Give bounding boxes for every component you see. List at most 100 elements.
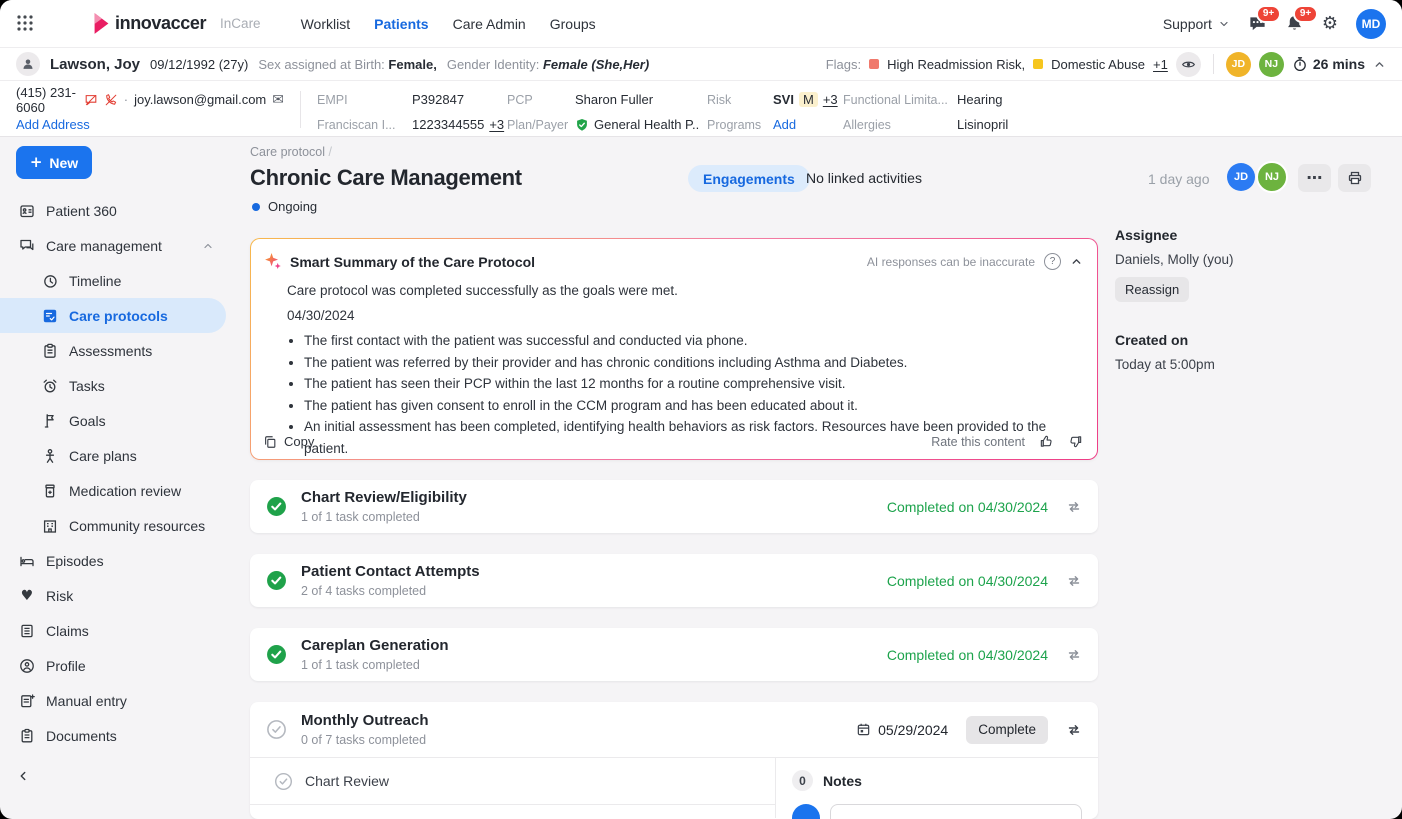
phone-number: (415) 231-6060 [16,84,76,115]
sidebar-item-timeline[interactable]: Timeline [0,263,240,298]
step-card-contact-attempts[interactable]: Patient Contact Attempts 2 of 4 tasks co… [250,554,1098,607]
sidebar-item-manual-entry[interactable]: Manual entry [0,683,240,718]
step-title: Patient Contact Attempts [301,563,480,580]
divider [1212,54,1214,74]
sidebar-item-community-resources[interactable]: Community resources [0,508,240,543]
innovaccer-logo[interactable]: innovaccer [92,12,206,35]
nav-care-admin[interactable]: Care Admin [452,15,526,32]
eye-icon[interactable] [1175,51,1201,77]
sidebar-label: Tasks [69,377,105,394]
step-subtitle: 1 of 1 task completed [301,658,420,672]
heart-icon: ♥ [20,587,34,604]
collapse-summary-chevron-icon[interactable] [1070,255,1083,268]
separator-dot: · [123,92,129,107]
summary-intro: Care protocol was completed successfully… [287,283,678,298]
summary-date: 04/30/2024 [287,308,355,323]
sidebar-item-goals[interactable]: Goals [0,403,240,438]
programs-add-link[interactable]: Add [773,117,797,132]
patient-dob: 09/12/1992 (27y) [150,56,249,72]
functional-label: Functional Limita... [843,92,948,107]
step-card-chart-review[interactable]: Chart Review/Eligibility 1 of 1 task com… [250,480,1098,533]
sidebar-item-profile[interactable]: Profile [0,648,240,683]
breadcrumb[interactable]: Care protocol / [250,145,333,159]
support-menu[interactable]: Support [1163,16,1230,32]
id-card-icon [19,203,35,219]
patient-sex: Sex assigned at Birth: Female, [258,56,437,72]
tab-no-linked-activities[interactable]: No linked activities [806,170,922,186]
patient-banner: Lawson, Joy 09/12/1992 (27y) Sex assigne… [0,48,1402,81]
reassign-button[interactable]: Reassign [1115,277,1190,302]
repeat-icon[interactable] [1066,499,1082,515]
risk-group: Risk Programs SVI M +3 Add [707,89,843,136]
nav-patients[interactable]: Patients [374,15,429,32]
sidebar-item-documents[interactable]: Documents [0,718,240,753]
patient-name: Lawson, Joy [50,55,141,73]
sidebar-item-episodes[interactable]: Episodes [0,543,240,578]
note-input[interactable] [830,804,1082,819]
due-date: 05/29/2024 [856,722,948,738]
repeat-icon[interactable] [1066,722,1082,738]
sidebar-item-patient-360[interactable]: Patient 360 [0,193,240,228]
messages-button[interactable]: 9+ [1248,5,1282,33]
org-more-link[interactable]: +3 [489,117,505,132]
sidebar-label: Episodes [46,552,104,569]
summary-bullet: An initial assessment has been completed… [304,416,1077,459]
care-team-avatar-jd[interactable]: JD [1225,51,1251,77]
thumbs-up-icon[interactable] [1039,434,1054,449]
copy-button[interactable]: Copy [263,434,314,449]
sidebar-item-care-management[interactable]: Care management [0,228,240,263]
sidebar-label: Documents [46,727,117,744]
subtask-chart-review[interactable]: Chart Review [250,758,775,805]
apps-grid-icon[interactable] [16,14,36,34]
flags-more-link[interactable]: +1 [1153,56,1168,72]
sidebar-item-tasks[interactable]: Tasks [0,368,240,403]
status-label: Ongoing [268,199,318,214]
thumbs-down-icon[interactable] [1068,434,1083,449]
repeat-icon[interactable] [1066,647,1082,663]
sidebar-item-medication-review[interactable]: Medication review [0,473,240,508]
sidebar-label: Community resources [69,517,206,534]
avatar-nj[interactable]: NJ [1256,161,1288,193]
nav-worklist[interactable]: Worklist [300,15,351,32]
banner-collapse-chevron-icon[interactable] [1373,58,1386,71]
step-card-careplan-generation[interactable]: Careplan Generation 1 of 1 task complete… [250,628,1098,681]
check-circle-outline-icon[interactable] [266,719,287,740]
assignee-label: Assignee [1115,227,1178,243]
user-avatar[interactable]: MD [1356,8,1386,39]
print-button[interactable] [1338,164,1371,192]
settings-gear-icon[interactable]: ⚙ [1321,12,1338,34]
sidebar-item-claims[interactable]: Claims [0,613,240,648]
sidebar-label: Patient 360 [46,202,117,219]
step-card-monthly-outreach[interactable]: Monthly Outreach 0 of 7 tasks completed … [250,702,1098,819]
svi-more-link[interactable]: +3 [822,92,838,107]
more-options-button[interactable]: ⋯ [1298,164,1331,192]
smart-summary-card: Smart Summary of the Care Protocol AI re… [250,238,1098,460]
care-team-avatar-nj[interactable]: NJ [1258,51,1284,77]
help-question-icon[interactable]: ? [1044,253,1061,270]
calendar-icon [856,722,871,737]
check-circle-outline-icon[interactable] [274,772,293,791]
empi-value: P392847 [412,92,465,107]
complete-button[interactable]: Complete [966,715,1048,744]
plan-shield-check-icon [575,118,589,132]
avatar-jd[interactable]: JD [1227,163,1255,191]
sidebar-label: Timeline [69,272,122,289]
sidebar-item-care-protocols[interactable]: Care protocols [0,298,226,333]
sidebar-item-risk[interactable]: ♥ Risk [0,578,240,613]
svi-label: SVI [773,92,794,107]
tab-engagements[interactable]: Engagements [688,165,810,192]
sidebar-collapse-chevron-icon[interactable] [16,769,30,783]
nav-groups[interactable]: Groups [549,15,596,32]
step-status: Completed on 04/30/2024 [886,572,1048,589]
new-button[interactable]: + New [16,146,92,179]
step-subtitle: 1 of 1 task completed [301,510,420,524]
add-address-link[interactable]: Add Address [16,117,90,132]
sidebar-item-assessments[interactable]: Assessments [0,333,240,368]
sidebar-item-care-plans[interactable]: Care plans [0,438,240,473]
clipboard-icon [42,343,58,359]
sidebar-label: Assessments [69,342,153,359]
notifications-button[interactable]: 9+ [1285,5,1319,33]
main-area: Care protocol / Chronic Care Management … [240,137,1402,819]
repeat-icon[interactable] [1066,573,1082,589]
